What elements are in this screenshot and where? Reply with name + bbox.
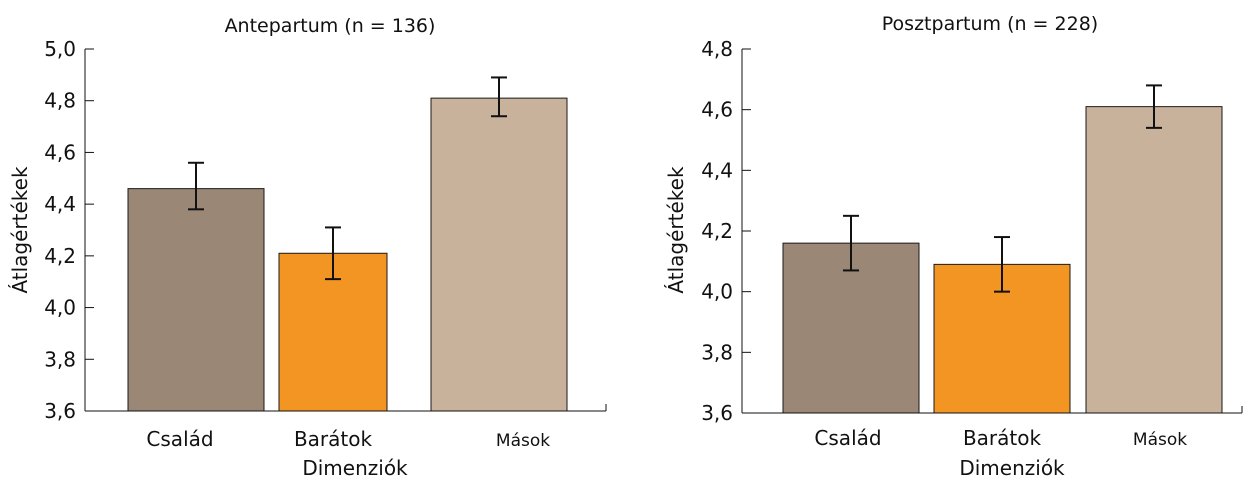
x-tick-label: Barátok (963, 426, 1042, 450)
y-tick-label: 4,8 (44, 89, 76, 113)
y-tick-label: 3,6 (701, 401, 733, 425)
bar-család (782, 242, 920, 414)
x-tick-label: Család (146, 427, 213, 451)
y-tick-label: 4,4 (44, 192, 76, 216)
posztpartum-chart: Posztpartum (n = 228) 3,6 3,8 4,0 4,2 4,4 4,6 4… (664, 13, 1243, 480)
bar-család (127, 188, 265, 412)
y-tick-label: 4,4 (701, 158, 733, 182)
bar-mások (430, 97, 568, 412)
chart-title: Antepartum (n = 136) (225, 15, 436, 37)
x-tick-label: Család (814, 426, 881, 450)
y-tick-label: 4,8 (701, 37, 733, 61)
y-tick-label: 4,6 (701, 98, 733, 122)
y-tick-label: 3,8 (701, 340, 733, 364)
y-tick-label: 3,6 (44, 399, 76, 423)
y-axis-label: Átlagértékek (8, 166, 32, 294)
x-tick-label: Barátok (294, 427, 373, 451)
x-axis-label: Dimenziók (302, 456, 408, 480)
y-tick-label: 4,6 (44, 140, 76, 164)
antepartum-chart: Antepartum (n = 136) 3,6 3,8 4,0 4,2 4,4 4,6 4,… (8, 15, 607, 480)
y-tick-label: 4,2 (44, 244, 76, 268)
y-tick-label: 5,0 (44, 37, 76, 61)
y-tick-label: 4,2 (701, 219, 733, 243)
chart-title: Posztpartum (n = 228) (882, 13, 1098, 35)
x-axis-label: Dimenziók (959, 456, 1065, 480)
bar-mások (1085, 106, 1223, 414)
y-tick-label: 4,0 (701, 280, 733, 304)
y-tick-label: 3,8 (44, 347, 76, 371)
y-tick-label: 4,0 (44, 296, 76, 320)
y-axis-label: Átlagértékek (664, 166, 688, 294)
x-tick-label: Mások (1133, 430, 1187, 450)
x-tick-label: Mások (496, 431, 550, 451)
